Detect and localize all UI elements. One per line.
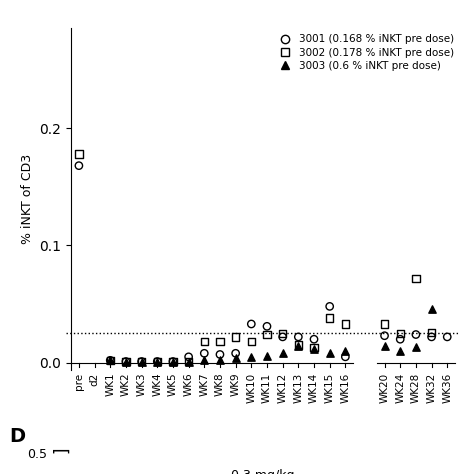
Point [381, 332, 388, 339]
Text: ]: ] [52, 447, 70, 453]
Point [342, 347, 349, 355]
Point [279, 329, 286, 337]
Point [326, 349, 334, 357]
Y-axis label: % iNKT of CD3: % iNKT of CD3 [21, 154, 34, 244]
Point [185, 358, 192, 365]
Point [263, 322, 271, 330]
Point [294, 343, 302, 350]
Point [381, 343, 388, 350]
Point [169, 358, 177, 365]
Legend: 3001 (0.168 % iNKT pre dose), 3002 (0.178 % iNKT pre dose), 3003 (0.6 % iNKT pre: 3001 (0.168 % iNKT pre dose), 3002 (0.17… [270, 30, 458, 75]
Point [294, 333, 302, 341]
Point [185, 358, 192, 365]
Point [412, 274, 419, 282]
Point [154, 358, 161, 365]
Point [232, 333, 239, 341]
Point [412, 331, 419, 338]
Point [342, 320, 349, 328]
Point [122, 358, 130, 365]
Point [396, 336, 404, 343]
X-axis label: 0.3 mg/kg: 0.3 mg/kg [231, 469, 295, 474]
Point [232, 349, 239, 357]
Point [122, 358, 130, 365]
Point [428, 328, 435, 336]
Point [326, 314, 334, 322]
Point [279, 333, 286, 341]
Point [107, 356, 114, 364]
Point [263, 331, 271, 338]
Point [201, 356, 208, 364]
Point [247, 353, 255, 361]
Point [294, 341, 302, 349]
Point [428, 305, 435, 312]
Point [428, 333, 435, 341]
Point [154, 358, 161, 365]
Point [412, 344, 419, 351]
Text: D: D [9, 427, 26, 446]
Point [169, 358, 177, 365]
Point [310, 336, 318, 343]
Point [326, 302, 334, 310]
Point [342, 353, 349, 361]
Point [396, 329, 404, 337]
Point [138, 358, 146, 365]
Point [247, 320, 255, 328]
Point [216, 356, 224, 364]
Point [138, 358, 146, 365]
Point [201, 338, 208, 346]
Point [185, 353, 192, 361]
Point [381, 320, 388, 328]
Point [310, 345, 318, 352]
Point [107, 356, 114, 364]
Point [154, 358, 161, 365]
Point [310, 344, 318, 351]
Point [216, 338, 224, 346]
Point [232, 354, 239, 362]
Point [75, 162, 82, 169]
Text: 0.5: 0.5 [27, 448, 47, 461]
Point [201, 349, 208, 357]
Point [107, 356, 114, 364]
Point [444, 333, 451, 341]
Point [279, 349, 286, 357]
Point [396, 347, 404, 355]
Point [216, 351, 224, 358]
Point [169, 358, 177, 365]
Point [75, 150, 82, 158]
Point [138, 358, 146, 365]
Point [247, 338, 255, 346]
Point [122, 358, 130, 365]
Point [263, 352, 271, 359]
